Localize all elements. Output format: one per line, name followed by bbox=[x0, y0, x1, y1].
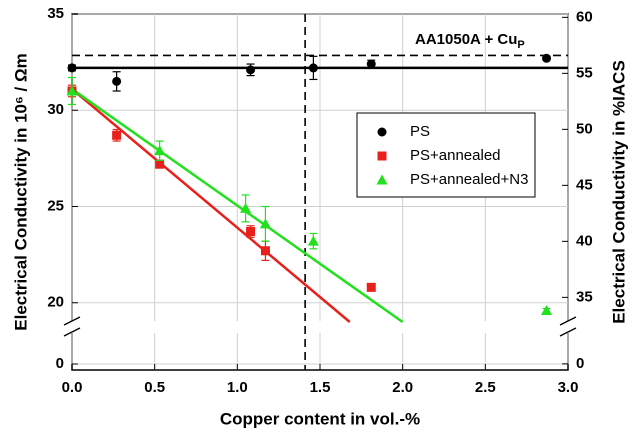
y-tick-label: 0 bbox=[56, 355, 64, 372]
data-point bbox=[240, 202, 252, 213]
fit-line bbox=[71, 88, 404, 324]
y2-tick-label: 50 bbox=[576, 120, 593, 137]
annotation-subscript: P bbox=[517, 39, 524, 51]
data-point bbox=[366, 59, 376, 69]
data-point bbox=[366, 282, 376, 292]
x-axis-label: Copper content in vol.-% bbox=[220, 409, 420, 428]
axis-breaks bbox=[60, 316, 580, 337]
y2-tick-label: 55 bbox=[576, 64, 593, 81]
data-point bbox=[112, 76, 122, 86]
y2-tick-label: 60 bbox=[576, 8, 593, 25]
x-tick-label: 1.5 bbox=[310, 379, 331, 396]
y-axis-label: Electrical Conductivity in 10⁶ / Ωm bbox=[11, 53, 30, 330]
legend-box bbox=[356, 112, 536, 198]
x-tick-label: 2.0 bbox=[392, 379, 413, 396]
y2-axis-label: Electrical Conductivity in %IACS bbox=[609, 60, 628, 324]
x-tick-label: 1.0 bbox=[227, 379, 248, 396]
x-tick-label: 0.0 bbox=[62, 379, 83, 396]
data-point bbox=[307, 235, 319, 246]
legend-marker bbox=[377, 151, 387, 161]
x-tick-label: 3.0 bbox=[558, 379, 579, 396]
data-point bbox=[260, 246, 270, 256]
data-point bbox=[67, 63, 77, 73]
legend-label: PS+annealed bbox=[410, 147, 501, 164]
legend-label: PS+annealed+N3 bbox=[410, 171, 528, 188]
y-tick-label: 30 bbox=[47, 101, 64, 118]
fit-line bbox=[71, 88, 351, 323]
data-point bbox=[66, 85, 78, 96]
data-point bbox=[259, 218, 271, 229]
x-tick-label: 0.5 bbox=[144, 379, 165, 396]
y-tick-label: 35 bbox=[47, 5, 64, 22]
data-point bbox=[542, 53, 552, 63]
data-point bbox=[246, 227, 256, 237]
data-point bbox=[154, 145, 166, 156]
legend-label: PS bbox=[410, 123, 430, 140]
x-tick-label: 2.5 bbox=[475, 379, 496, 396]
y2-tick-label: 35 bbox=[576, 288, 593, 305]
y2-tick-label: 40 bbox=[576, 232, 593, 249]
y2-tick-label: 0 bbox=[576, 355, 584, 372]
y-tick-label: 25 bbox=[47, 197, 64, 214]
y2-tick-label: 45 bbox=[576, 176, 593, 193]
data-point bbox=[155, 159, 165, 169]
grid bbox=[71, 13, 569, 370]
data-point bbox=[246, 65, 256, 75]
y-tick-label: 20 bbox=[47, 294, 64, 311]
data-point bbox=[112, 130, 122, 140]
data-point bbox=[308, 63, 318, 73]
annotation: AA1050A + CuP bbox=[415, 31, 525, 51]
data-point bbox=[541, 304, 553, 315]
legend-marker bbox=[377, 127, 387, 137]
legend-marker bbox=[376, 174, 388, 185]
annotation-text: AA1050A + Cu bbox=[415, 31, 517, 48]
